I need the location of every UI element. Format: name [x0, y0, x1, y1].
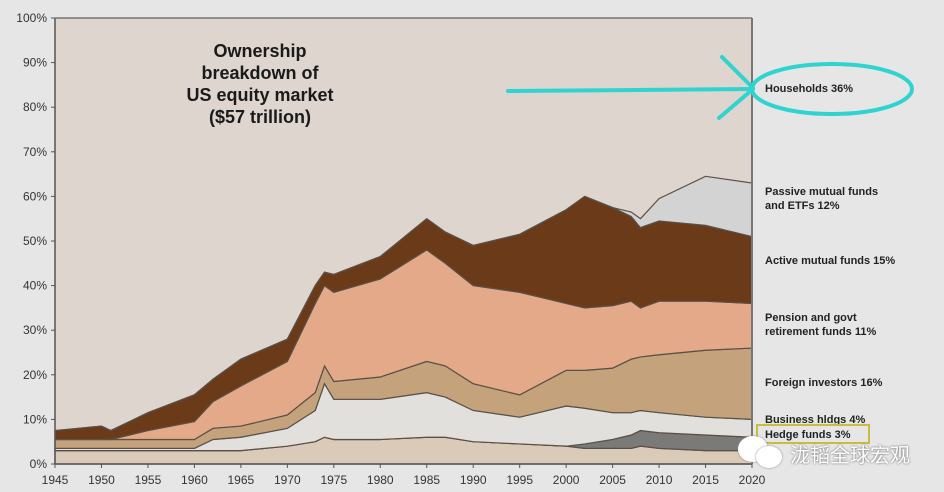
- x-tick-label: 1960: [181, 473, 208, 487]
- y-tick-label: 60%: [23, 189, 47, 203]
- y-tick-label: 70%: [23, 145, 47, 159]
- y-tick-label: 90%: [23, 56, 47, 70]
- y-tick-label: 100%: [16, 11, 47, 25]
- arrow-head-lower: [717, 87, 755, 120]
- legend-active: Active mutual funds 15%: [765, 255, 896, 267]
- y-tick-label: 30%: [23, 323, 47, 337]
- watermark: 泷韬全球宏观: [790, 445, 910, 467]
- x-tick-label: 1965: [228, 473, 255, 487]
- area-layers: [54, 175, 753, 465]
- legend-business: Business hldgs 4%: [765, 414, 866, 426]
- legend-pension-line2: retirement funds 11%: [765, 326, 877, 338]
- legend-hedge: Hedge funds 3%: [765, 429, 851, 441]
- x-tick-label: 1985: [413, 473, 440, 487]
- x-tick-label: 2020: [739, 473, 766, 487]
- x-tick-label: 1995: [506, 473, 533, 487]
- x-tick-label: 1945: [42, 473, 69, 487]
- legend-pension: Pension and govt retirement funds 11%: [765, 311, 876, 339]
- legend-passive-line2: and ETFs 12%: [765, 200, 840, 212]
- legend-households: Households 36%: [765, 83, 854, 95]
- y-tick-label: 10%: [23, 412, 47, 426]
- wechat-icon-secondary: [756, 446, 782, 468]
- y-tick-label: 80%: [23, 100, 47, 114]
- x-tick-label: 2005: [599, 473, 626, 487]
- y-tick-label: 50%: [23, 234, 47, 248]
- title-line: breakdown of: [201, 63, 319, 83]
- y-tick-label: 0%: [30, 457, 48, 471]
- legend-foreign: Foreign investors 16%: [765, 377, 883, 389]
- arrow-head-upper: [720, 55, 755, 90]
- arrow-shaft: [506, 87, 754, 93]
- legend-pension-line1: Pension and govt: [765, 312, 857, 324]
- title-line: ($57 trillion): [208, 107, 311, 127]
- highlight-ellipse: [750, 62, 914, 116]
- y-tick-label: 20%: [23, 368, 47, 382]
- legend-passive-line1: Passive mutual funds: [765, 186, 879, 198]
- title-line: US equity market: [186, 85, 334, 105]
- households-annotation: [506, 55, 914, 120]
- x-tick-label: 1970: [274, 473, 301, 487]
- title-line: Ownership: [213, 41, 307, 61]
- x-tick-label: 1980: [367, 473, 394, 487]
- hedge-highlight-box: [756, 424, 870, 444]
- x-tick-label: 1975: [320, 473, 347, 487]
- x-tick-label: 1950: [88, 473, 115, 487]
- y-tick-label: 40%: [23, 279, 47, 293]
- x-tick-label: 2015: [692, 473, 719, 487]
- x-tick-label: 2010: [646, 473, 673, 487]
- chart-title: Ownership breakdown of US equity market …: [150, 40, 370, 128]
- x-tick-label: 1990: [460, 473, 487, 487]
- x-tick-label: 1955: [135, 473, 162, 487]
- y-tick-labels: 0% 10% 20% 30% 40% 50% 60% 70% 80% 90% 100%: [16, 11, 55, 471]
- x-tick-labels: 1945 1950 1955 1960 1965 1970 1975 1980 1985 1990…: [42, 464, 766, 487]
- x-tick-label: 2000: [553, 473, 580, 487]
- legend-passive: Passive mutual funds and ETFs 12%: [765, 185, 878, 213]
